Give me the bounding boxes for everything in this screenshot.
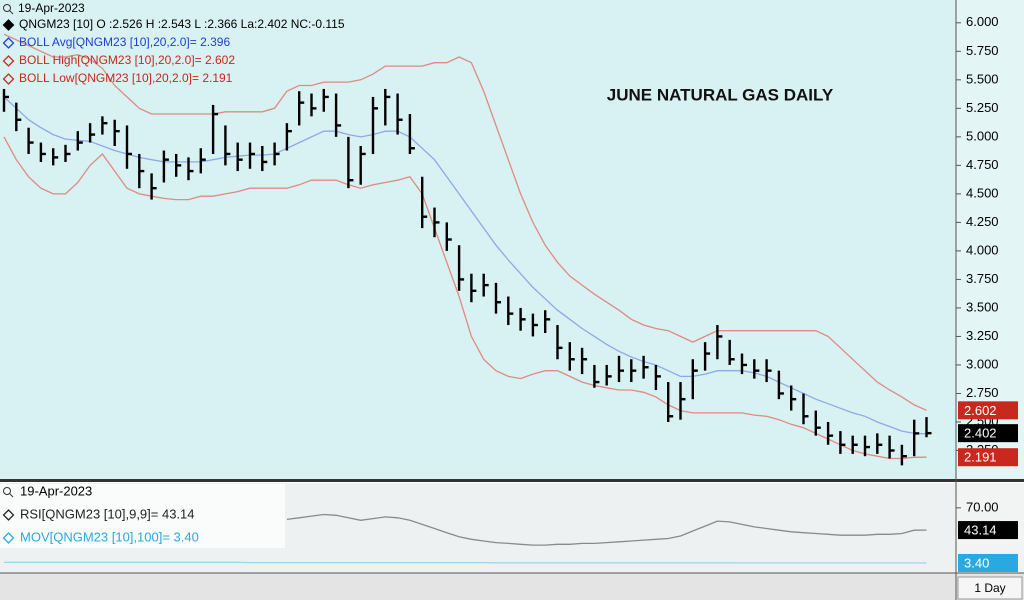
legend-marker bbox=[2, 73, 15, 85]
interval[interactable]: 1 Day bbox=[974, 581, 1005, 595]
value-box bbox=[958, 521, 1018, 540]
y-tick-label: 4.250 bbox=[966, 214, 999, 229]
interval-button[interactable] bbox=[957, 576, 1023, 600]
y-tick-label: 5.000 bbox=[966, 128, 999, 143]
value-box-label: 2.191 bbox=[964, 450, 997, 465]
legend-label: BOLL High[QNGM23 [10],20,2.0]= 2.602 bbox=[19, 53, 235, 67]
series-line bbox=[3, 96, 927, 435]
y-tick-label: 2.750 bbox=[966, 385, 999, 400]
value-box bbox=[958, 424, 1018, 443]
y-tick-label: 5.500 bbox=[966, 71, 999, 86]
y-tick-label: 3.000 bbox=[966, 356, 999, 371]
value-box bbox=[958, 553, 1018, 572]
legend-label: BOLL Avg[QNGM23 [10],20,2.0]= 2.396 bbox=[19, 35, 230, 49]
series-line bbox=[286, 513, 927, 546]
series-line bbox=[3, 33, 927, 411]
y-tick-label: 4.750 bbox=[966, 157, 999, 172]
y-tick-label: 3.500 bbox=[966, 299, 999, 314]
y-tick-label: 4.000 bbox=[966, 242, 999, 257]
legend-label: RSI[QNGM23 [10],9,9]= 43.14 bbox=[20, 506, 195, 521]
plot-background bbox=[0, 0, 956, 479]
value-box bbox=[958, 401, 1018, 420]
axis-background bbox=[956, 0, 1024, 479]
y-tick-label: 3.750 bbox=[966, 271, 999, 286]
value-box bbox=[958, 448, 1018, 467]
legend-marker bbox=[2, 55, 15, 67]
date-label: 19-Apr-2023 bbox=[20, 483, 92, 498]
legend-label: QNGM23 [10] O :2.526 H :2.543 L :2.366 L… bbox=[19, 17, 345, 31]
value-box-label: 2.402 bbox=[964, 426, 997, 441]
legend-box bbox=[0, 484, 285, 548]
y-tick-label: 3.250 bbox=[966, 328, 999, 343]
y-tick-label: 6.000 bbox=[966, 14, 999, 29]
legend-marker bbox=[2, 37, 15, 49]
y-tick-label: 4.500 bbox=[966, 185, 999, 200]
legend-marker bbox=[2, 19, 15, 31]
y-tick-label: 70.00 bbox=[966, 499, 999, 514]
search-icon bbox=[3, 487, 14, 498]
value-box-label: 43.14 bbox=[964, 523, 997, 538]
search-icon bbox=[3, 4, 14, 15]
legend-label: BOLL Low[QNGM23 [10],20,2.0]= 2.191 bbox=[19, 71, 233, 85]
value-box-label: 2.602 bbox=[964, 403, 997, 418]
series-line bbox=[4, 561, 927, 564]
series-line bbox=[3, 136, 927, 460]
legend-marker bbox=[2, 509, 15, 521]
y-tick-label: 5.750 bbox=[966, 43, 999, 58]
chart-title: JUNE NATURAL GAS DAILY bbox=[607, 85, 834, 104]
date-label: 19-Apr-2023 bbox=[18, 1, 85, 15]
legend-marker bbox=[2, 532, 15, 544]
y-tick-label: 5.250 bbox=[966, 100, 999, 115]
legend-label: MOV[QNGM23 [10],100]= 3.40 bbox=[20, 529, 199, 544]
value-box-label: 3.40 bbox=[964, 555, 989, 570]
time-axis-background bbox=[0, 573, 1024, 600]
